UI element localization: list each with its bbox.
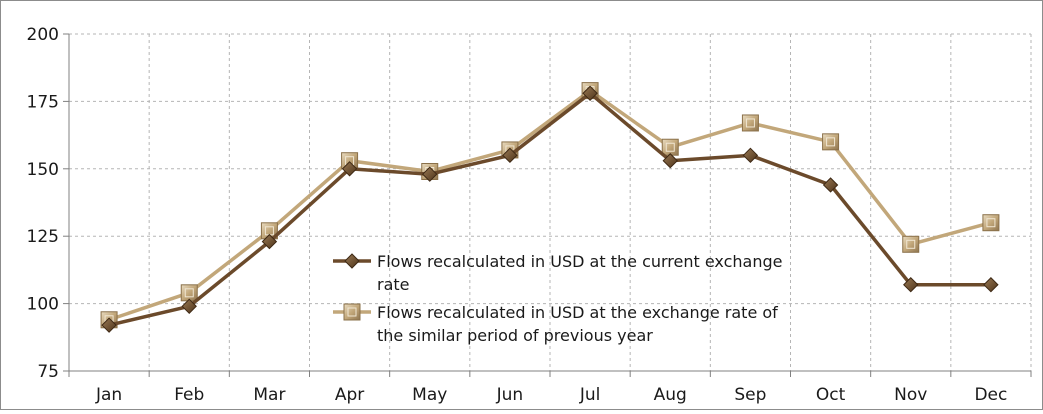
y-tick-label: 125 [27,227,59,247]
x-tick-label-dec: Dec [974,385,1007,405]
series-1-point-nov [903,277,919,293]
x-tick-label-feb: Feb [174,385,204,405]
series-2-point-sep [741,114,759,132]
y-tick-label: 100 [27,295,59,315]
x-tick-label-apr: Apr [335,385,364,405]
x-tick-label-aug: Aug [654,385,687,405]
legend-marker-2 [343,303,361,321]
y-tick-label: 175 [27,92,59,112]
series-2-point-feb [180,284,198,302]
series-1-point-may [422,166,438,182]
x-tick-label-jul: Jul [579,385,601,405]
series-1-point-oct [822,177,839,193]
legend-marker-2-bevel [347,307,357,317]
x-tick-label-jun: Jun [496,385,524,405]
series-layer [100,82,1000,333]
series-1-point-dec [983,277,999,293]
y-tick-label: 150 [27,160,59,180]
series-2 [100,82,1000,329]
series-2-point-aug [661,138,679,156]
series-1-point-jan [101,317,117,333]
axis-layer: 75 100 125 150 175 200 Jan Feb Mar Apr May Jun Jul Au… [27,25,1032,405]
series-2-point-feb-bevel [184,288,194,298]
series-1-point-sep [742,147,759,164]
y-tick-label: 200 [27,25,59,45]
x-tick-label-may: May [412,385,447,405]
legend-marker-1 [344,253,360,269]
series-2-point-dec-bevel [986,218,996,228]
legend-label-2-line-2: the similar period of previous year [377,326,653,345]
series-2-point-oct-bevel [826,137,836,147]
series-1-point-mar [261,233,278,250]
series-1-point-jul [582,85,598,102]
x-tick-label-mar: Mar [253,385,285,405]
legend-entry-2: Flows recalculated in USD at the exchang… [333,303,778,345]
x-tick-label-nov: Nov [894,385,927,405]
y-tick-label: 75 [37,362,59,382]
legend-label-1-line-1: Flows recalculated in USD at the current… [377,252,783,271]
series-1-point-aug [662,153,678,169]
series-1 [101,85,999,333]
series-2-point-nov-bevel [906,239,916,249]
x-tick-label-oct: Oct [816,385,846,405]
series-2-point-sep-bevel [745,118,755,128]
series-2-point-dec [982,214,1000,232]
series-2-point-nov [902,235,920,253]
series-2-line [108,88,992,322]
series-1-line [108,91,991,327]
series-1-point-feb [181,298,197,315]
x-tick-label-sep: Sep [734,385,766,405]
legend-label-2-line-1: Flows recalculated in USD at the exchang… [377,303,778,322]
series-1-point-jun [502,147,518,164]
legend-label-1-line-2: rate [377,275,410,294]
series-1-point-apr [341,161,358,177]
legend-entry-1: Flows recalculated in USD at the current… [333,252,783,294]
series-2-point-aug-bevel [665,142,675,152]
x-tick-label-jan: Jan [95,385,122,405]
grid-layer [69,33,1032,371]
series-2-point-oct [822,133,840,151]
legend: Flows recalculated in USD at the current… [333,252,783,345]
